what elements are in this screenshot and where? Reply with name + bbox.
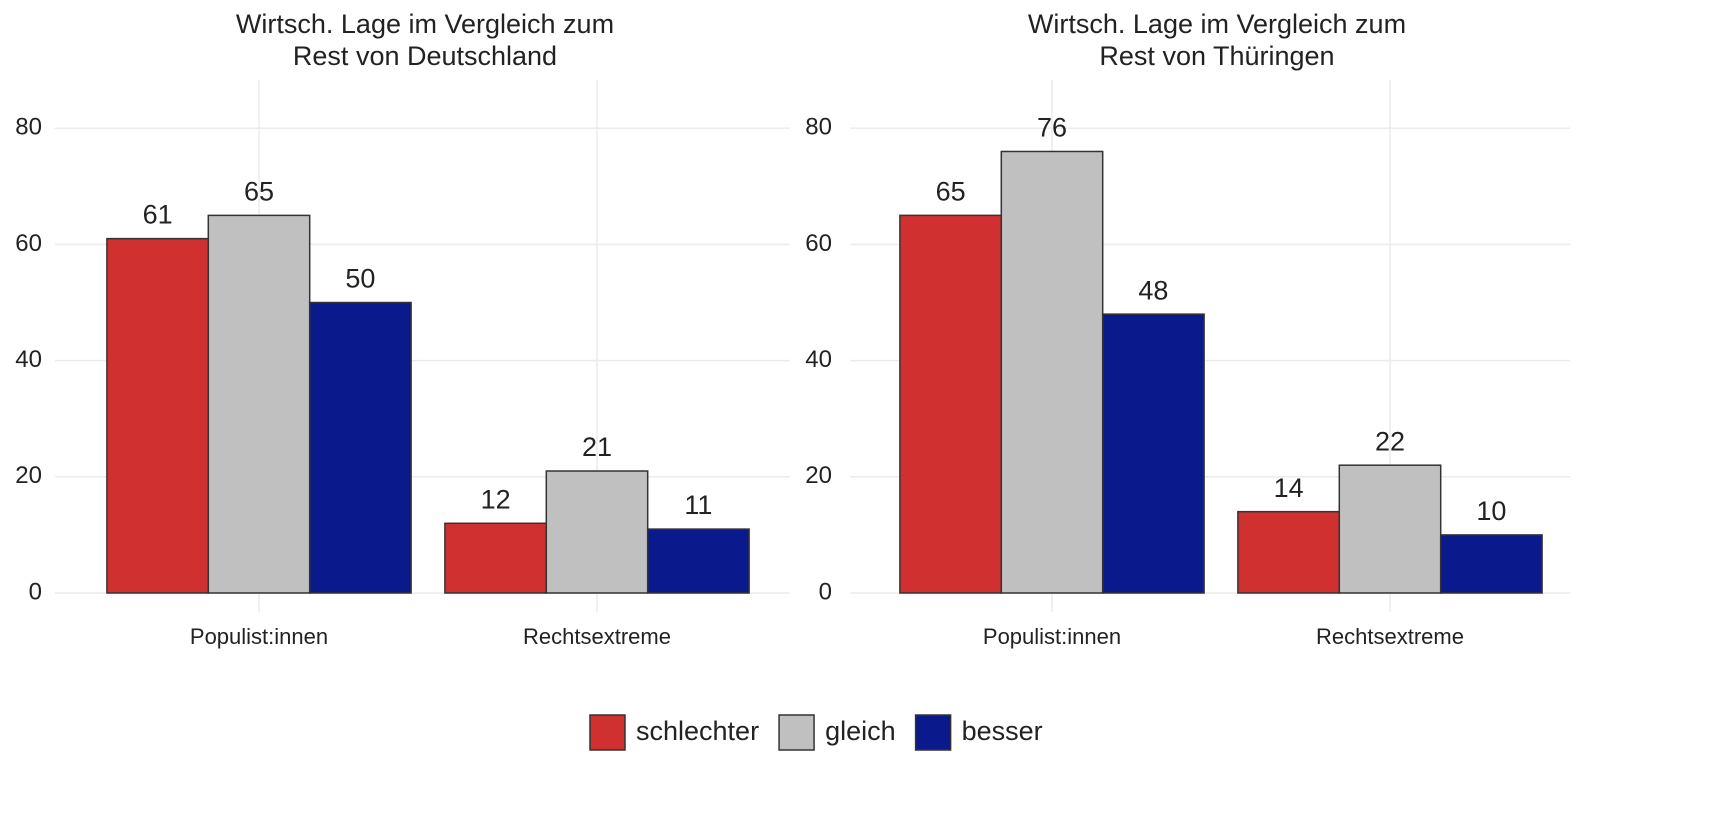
- bar: [646, 528, 750, 594]
- y-tick-label: 20: [15, 462, 42, 489]
- y-tick-label: 0: [819, 578, 832, 605]
- y-tick-label: 80: [15, 114, 42, 141]
- y-tick-label: 0: [29, 578, 42, 605]
- y-tick-label: 20: [805, 462, 832, 489]
- value-label: 21: [582, 432, 612, 462]
- bar: [545, 470, 649, 594]
- chart-title: Wirtsch. Lage im Vergleich zum: [236, 9, 614, 39]
- y-tick-label: 40: [15, 346, 42, 373]
- bar: [106, 237, 210, 594]
- value-label: 48: [1138, 275, 1168, 305]
- value-label: 10: [1476, 496, 1506, 526]
- value-label: 50: [345, 264, 375, 294]
- value-label: 12: [481, 484, 511, 514]
- bar: [444, 522, 548, 594]
- bar: [1439, 534, 1543, 594]
- bar: [899, 214, 1003, 594]
- legend-label: besser: [962, 716, 1043, 746]
- y-tick-label: 40: [805, 346, 832, 373]
- bar: [1101, 313, 1205, 594]
- value-label: 22: [1375, 426, 1405, 456]
- y-tick-label: 80: [805, 114, 832, 141]
- x-tick-label: Rechtsextreme: [1316, 624, 1464, 649]
- chart-title: Wirtsch. Lage im Vergleich zum: [1028, 9, 1406, 39]
- y-tick-label: 60: [805, 230, 832, 257]
- x-tick-label: Populist:innen: [190, 624, 328, 649]
- value-label: 76: [1037, 113, 1067, 143]
- value-label: 65: [936, 177, 966, 207]
- legend-label: schlechter: [636, 716, 759, 746]
- y-tick-label: 60: [15, 230, 42, 257]
- chart-title: Rest von Deutschland: [293, 41, 557, 71]
- legend-label: gleich: [825, 716, 896, 746]
- legend-swatch: [778, 714, 815, 751]
- value-label: 65: [244, 177, 274, 207]
- legend-swatch: [914, 714, 952, 751]
- value-label: 11: [684, 490, 712, 520]
- bar: [308, 301, 412, 594]
- bar: [207, 214, 311, 594]
- bar: [1237, 510, 1341, 594]
- chart-title: Rest von Thüringen: [1099, 41, 1334, 71]
- x-tick-label: Populist:innen: [983, 624, 1121, 649]
- legend-swatch: [589, 714, 626, 751]
- value-label: 61: [143, 200, 173, 230]
- x-tick-label: Rechtsextreme: [523, 624, 671, 649]
- value-label: 14: [1274, 473, 1304, 503]
- bar: [1338, 464, 1442, 594]
- bar: [1000, 150, 1104, 594]
